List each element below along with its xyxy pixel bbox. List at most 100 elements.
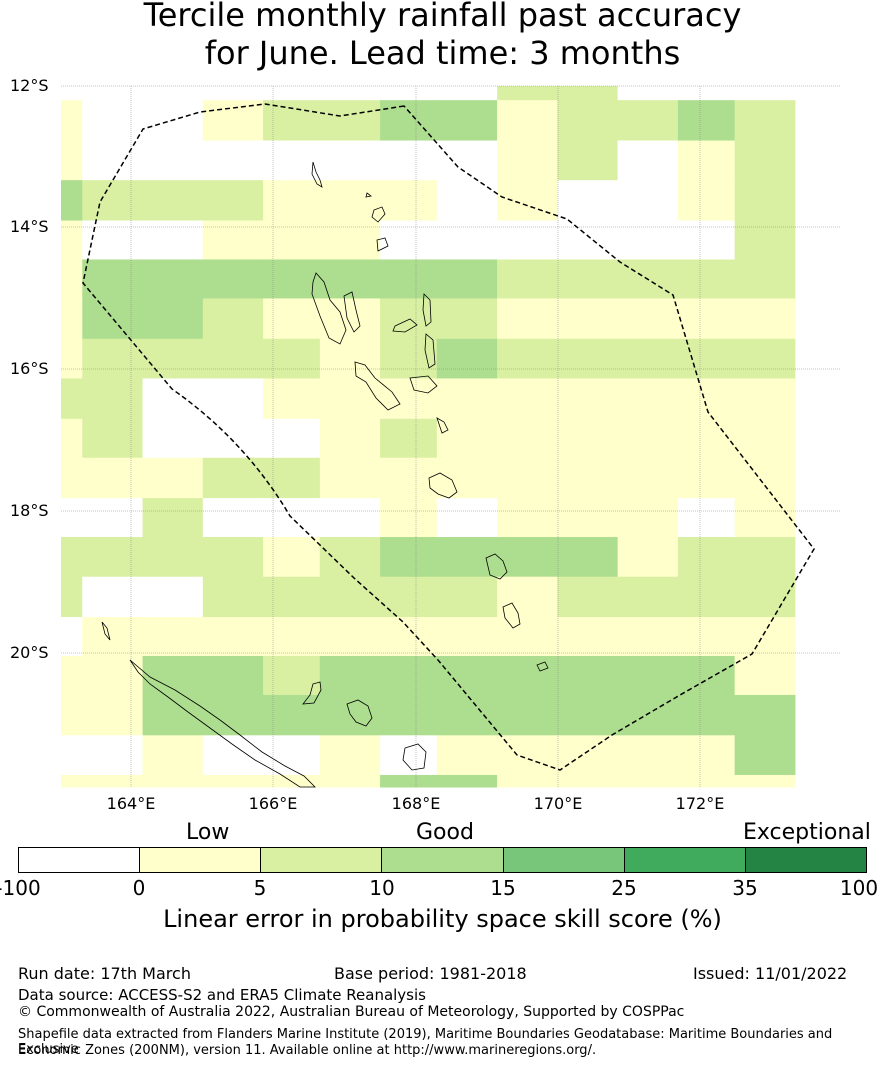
skill-cell — [263, 298, 321, 340]
skill-cell — [142, 656, 204, 696]
skill-cell — [497, 735, 558, 776]
skill-cell — [202, 338, 264, 379]
skill-cell — [677, 86, 736, 101]
skill-cell — [82, 86, 144, 101]
skill-cell — [61, 498, 83, 538]
skill-cell — [82, 617, 144, 657]
skill-cell — [436, 576, 498, 618]
category-good-label: Good — [416, 820, 474, 845]
skill-cell — [61, 220, 83, 260]
skill-cell — [617, 100, 679, 142]
skill-cell — [734, 140, 796, 181]
skill-cell — [557, 418, 619, 459]
skill-cell — [202, 378, 264, 420]
lon-label-166e: 166°E — [248, 794, 298, 813]
skill-cell — [319, 498, 381, 538]
skill-cell — [436, 259, 498, 299]
skill-cell — [263, 86, 321, 101]
skill-cell — [319, 576, 381, 618]
skill-cell — [557, 378, 619, 420]
skill-cell — [380, 220, 438, 260]
skill-cell — [202, 180, 264, 222]
skill-cell — [557, 617, 619, 657]
skill-cell — [319, 100, 381, 142]
skill-cell — [202, 537, 264, 578]
skill-cell — [142, 457, 204, 499]
colorbar-tick: 35 — [732, 876, 758, 900]
lat-label-20s: 20°S — [10, 643, 49, 662]
skill-cell — [61, 537, 83, 578]
skill-cell — [677, 617, 736, 657]
skill-cell — [202, 656, 264, 696]
skill-cell — [677, 418, 736, 459]
skill-cell — [82, 220, 144, 260]
copyright: © Commonwealth of Australia 2022, Austra… — [18, 1004, 685, 1020]
skill-cell — [82, 100, 144, 142]
skill-cell — [319, 656, 381, 696]
skill-cell — [617, 140, 679, 181]
skill-cell — [557, 656, 619, 696]
skill-cell — [263, 220, 321, 260]
skill-cell — [677, 100, 736, 142]
skill-cell — [319, 735, 381, 776]
skill-cell — [142, 418, 204, 459]
skill-cell — [263, 656, 321, 696]
skill-cell — [380, 86, 438, 101]
skill-cell — [82, 457, 144, 499]
skill-cell — [142, 774, 204, 788]
skill-cell — [142, 86, 204, 101]
skill-cell — [677, 498, 736, 538]
skill-cell — [497, 378, 558, 420]
skill-cell — [61, 298, 83, 340]
skill-cell — [319, 457, 381, 499]
lon-label-172e: 172°E — [675, 794, 725, 813]
colorbar-segment — [140, 848, 262, 872]
skill-cell — [557, 694, 619, 736]
skill-cell — [677, 259, 736, 299]
skill-cell — [82, 537, 144, 578]
skill-cell — [61, 100, 83, 142]
colorbar-segment — [503, 848, 625, 872]
skill-cell — [557, 180, 619, 222]
category-exceptional-label: Exceptional — [743, 820, 871, 845]
skill-cell — [82, 298, 144, 340]
skill-cell — [82, 498, 144, 538]
skill-cell — [617, 86, 679, 101]
skill-cell — [61, 418, 83, 459]
skill-cell — [557, 576, 619, 618]
colorbar — [18, 847, 867, 873]
new-caledonia — [101, 621, 427, 788]
skill-cell — [82, 694, 144, 736]
skill-cell — [436, 140, 498, 181]
skill-cell — [142, 180, 204, 222]
skill-cell — [617, 656, 679, 696]
skill-cell — [380, 537, 438, 578]
skill-cell — [617, 576, 679, 618]
skill-cell — [202, 498, 264, 538]
skill-cell — [557, 774, 619, 788]
lat-label-16s: 16°S — [10, 359, 49, 378]
skill-cell — [497, 576, 558, 618]
skill-cell — [61, 457, 83, 499]
skill-cell — [617, 735, 679, 776]
skill-cell — [61, 774, 83, 788]
skill-cell — [202, 774, 264, 788]
skill-cell — [677, 298, 736, 340]
skill-cell — [557, 100, 619, 142]
skill-cell — [380, 140, 438, 181]
skill-cell — [202, 86, 264, 101]
skill-cell — [82, 259, 144, 299]
colorbar-segment — [745, 848, 866, 872]
skill-cell — [436, 338, 498, 379]
skill-cell — [617, 338, 679, 379]
skill-cell — [202, 457, 264, 499]
skill-cell — [557, 498, 619, 538]
skill-cell — [497, 298, 558, 340]
skill-cell — [142, 338, 204, 379]
skill-cell — [436, 735, 498, 776]
skill-cell — [142, 259, 204, 299]
skill-cell — [319, 378, 381, 420]
skill-cell — [82, 180, 144, 222]
skill-cell — [263, 338, 321, 379]
lon-label-168e: 168°E — [391, 794, 441, 813]
